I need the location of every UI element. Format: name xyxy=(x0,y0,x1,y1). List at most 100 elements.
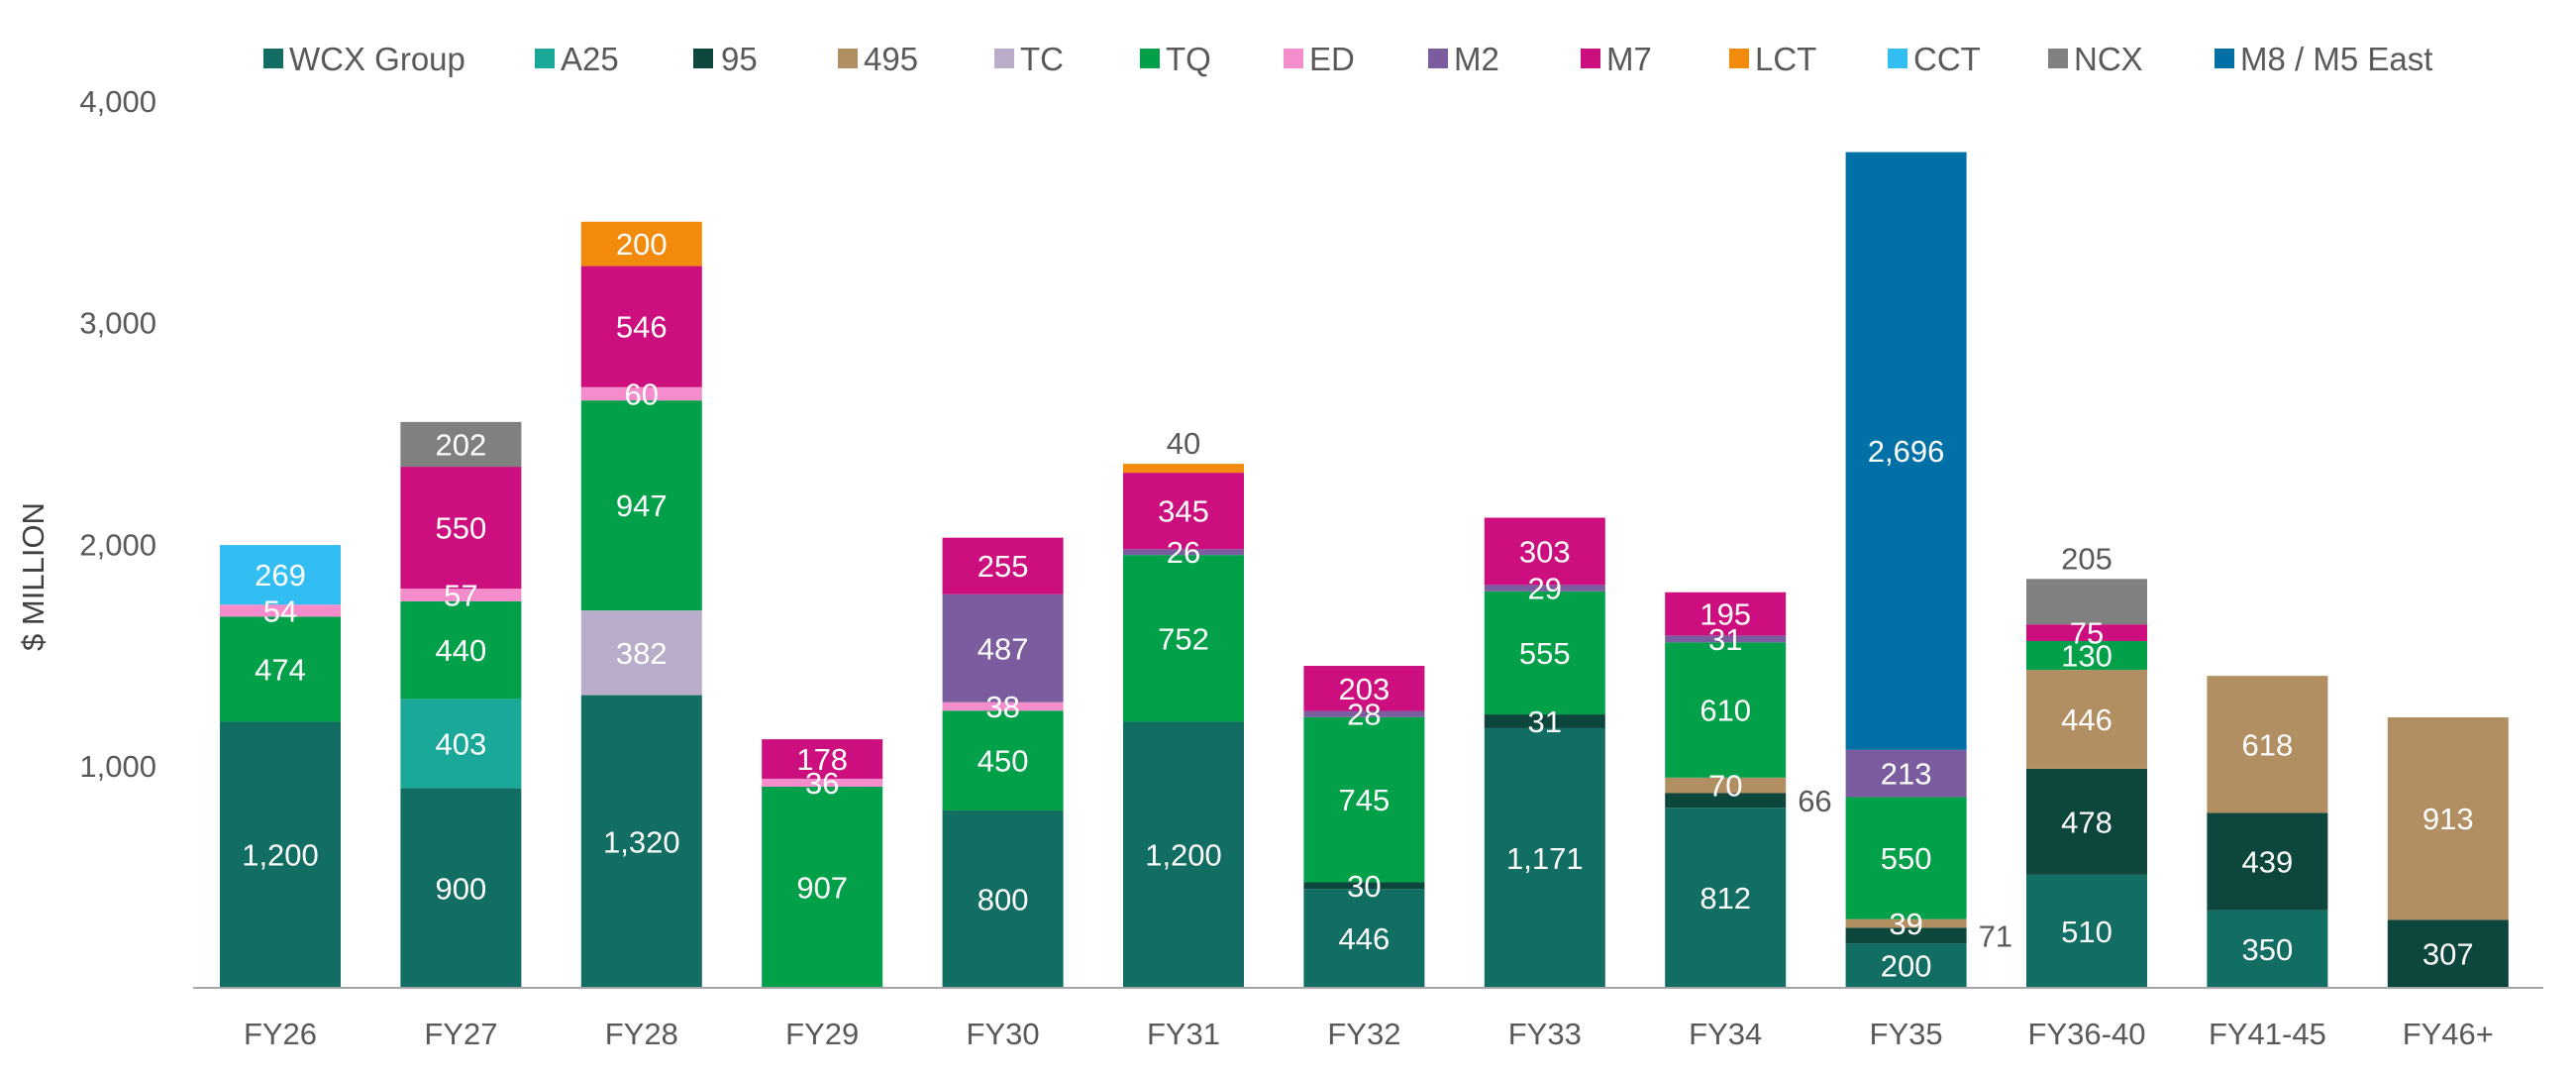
legend-label-cct: CCT xyxy=(1913,41,1981,77)
bar-fy30-tq xyxy=(942,710,1064,810)
bar-fy31-wcx-group xyxy=(1123,721,1244,988)
bar-fy34-tq xyxy=(1665,642,1787,778)
x-tick-label-fy41-45: FY41-45 xyxy=(2209,1017,2326,1051)
legend-label-wcx-group: WCX Group xyxy=(289,41,465,77)
x-tick-label-fy27: FY27 xyxy=(424,1017,497,1051)
data-label-fy41-45-95: 439 xyxy=(2242,845,2294,880)
data-label-fy34-wcx-group: 812 xyxy=(1700,881,1751,916)
legend-item-lct: LCT xyxy=(1729,41,1816,77)
data-label-fy28-tq: 947 xyxy=(616,488,668,523)
bar-fy36-40-495 xyxy=(2026,670,2147,769)
bar-fy33-m2 xyxy=(1484,585,1605,592)
data-label-fy26-tq: 474 xyxy=(255,652,306,687)
bar-fy28-tq xyxy=(580,400,702,611)
bar-fy35-495 xyxy=(1845,918,1967,928)
bar-fy35-m2 xyxy=(1845,749,1967,798)
bar-fy30-m2 xyxy=(942,593,1064,702)
bar-fy31-m2 xyxy=(1123,549,1244,556)
legend-item-cct: CCT xyxy=(1888,41,1981,77)
bar-fy27-wcx-group xyxy=(400,788,522,988)
data-label-fy28-wcx-group: 1,320 xyxy=(603,824,680,859)
data-label-fy36-40-495: 446 xyxy=(2061,702,2112,737)
data-label-fy32-m2: 28 xyxy=(1347,698,1381,732)
legend: WCX Group A25 95 495 TC TQ ED M2 M7 LCT CCT NCX M8 /… xyxy=(263,41,2432,77)
legend-swatch-m7 xyxy=(1581,49,1600,68)
y-axis-title: $ MILLION xyxy=(16,502,51,651)
data-label-fy31-tq: 752 xyxy=(1158,621,1209,656)
legend-swatch-cct xyxy=(1888,49,1907,68)
legend-label-a25: A25 xyxy=(561,41,619,77)
bars xyxy=(220,152,2509,988)
data-label-fy36-40-tq: 130 xyxy=(2061,639,2112,674)
bar-fy34-wcx-group xyxy=(1665,808,1787,988)
data-label-fy35-tq: 550 xyxy=(1881,841,1932,876)
bar-fy32-95 xyxy=(1303,882,1425,890)
data-label-fy33-m2: 29 xyxy=(1528,572,1562,606)
data-label-fy36-40-m7: 75 xyxy=(2070,616,2104,651)
data-label-fy27-tq: 440 xyxy=(436,633,487,668)
x-tick-label-fy32: FY32 xyxy=(1327,1017,1400,1051)
bar-fy28-wcx-group xyxy=(580,695,702,988)
x-tick-label-fy30: FY30 xyxy=(967,1017,1040,1051)
legend-item-495: 495 xyxy=(838,41,918,77)
legend-label-ncx: NCX xyxy=(2074,41,2143,77)
data-label-fy28-ed: 60 xyxy=(625,377,659,411)
bar-fy35-95 xyxy=(1845,927,1967,944)
data-label-fy41-45-wcx-group: 350 xyxy=(2242,932,2294,967)
bar-fy28-tc xyxy=(580,610,702,696)
bar-fy33-wcx-group xyxy=(1484,727,1605,988)
legend-item-a25: A25 xyxy=(535,41,619,77)
legend-item-m8-m5-east: M8 / M5 East xyxy=(2215,41,2432,77)
data-label-fy34-95: 66 xyxy=(1798,784,1831,818)
x-tick-label-fy26: FY26 xyxy=(244,1017,317,1051)
x-tick-label-fy36-40: FY36-40 xyxy=(2028,1017,2146,1051)
bar-fy27-a25 xyxy=(400,699,522,789)
data-label-fy35-m2: 213 xyxy=(1881,757,1932,792)
legend-item-95: 95 xyxy=(693,41,758,77)
data-label-fy33-wcx-group: 1,171 xyxy=(1506,841,1584,876)
data-label-fy30-m7: 255 xyxy=(978,549,1029,584)
legend-item-ed: ED xyxy=(1284,41,1355,77)
bar-fy26-wcx-group xyxy=(220,721,341,988)
legend-item-tq: TQ xyxy=(1140,41,1211,77)
data-label-fy30-wcx-group: 800 xyxy=(978,882,1029,917)
legend-item-m7: M7 xyxy=(1581,41,1652,77)
data-label-fy30-ed: 38 xyxy=(985,690,1019,724)
bar-fy27-ed xyxy=(400,589,522,601)
data-label-fy46-95: 307 xyxy=(2422,937,2474,972)
data-label-fy31-m7: 345 xyxy=(1158,494,1209,529)
bar-fy35-tq xyxy=(1845,797,1967,919)
legend-swatch-m8-m5-east xyxy=(2215,49,2234,68)
bar-fy29-ed xyxy=(762,778,883,788)
data-label-fy31-wcx-group: 1,200 xyxy=(1145,838,1222,873)
legend-item-wcx-group: WCX Group xyxy=(263,41,465,77)
data-label-fy26-cct: 269 xyxy=(255,558,306,593)
bar-fy28-m7 xyxy=(580,266,702,387)
x-tick-label-fy31: FY31 xyxy=(1147,1017,1220,1051)
y-axis-ticks: 1,000 2,000 3,000 4,000 xyxy=(79,84,156,784)
x-tick-label-fy28: FY28 xyxy=(605,1017,678,1051)
bar-fy41-45-495 xyxy=(2207,676,2328,813)
data-label-fy35-m8-m5-east: 2,696 xyxy=(1868,434,1945,469)
y-tick-label: 3,000 xyxy=(79,306,156,341)
legend-item-m2: M2 xyxy=(1428,41,1499,77)
bar-fy28-lct xyxy=(580,221,702,267)
x-tick-label-fy34: FY34 xyxy=(1689,1017,1762,1051)
legend-swatch-tc xyxy=(994,49,1014,68)
bar-fy41-45-95 xyxy=(2207,812,2328,911)
bar-fy41-45-wcx-group xyxy=(2207,910,2328,988)
data-label-fy34-495: 70 xyxy=(1708,769,1742,804)
bar-fy36-40-tq xyxy=(2026,640,2147,671)
bar-fy29-m7 xyxy=(762,739,883,779)
bar-fy46-95 xyxy=(2387,919,2509,988)
bar-fy29-tq xyxy=(762,787,883,988)
bar-fy26-tq xyxy=(220,616,341,722)
data-label-fy27-ncx: 202 xyxy=(436,427,487,462)
bar-fy46-495 xyxy=(2387,716,2509,920)
bar-fy36-40-95 xyxy=(2026,768,2147,875)
bar-fy35-m8-m5-east xyxy=(1845,152,1967,750)
bar-fy27-m7 xyxy=(400,467,522,590)
legend-swatch-tq xyxy=(1140,49,1160,68)
legend-label-lct: LCT xyxy=(1755,41,1816,77)
bar-fy33-95 xyxy=(1484,714,1605,728)
